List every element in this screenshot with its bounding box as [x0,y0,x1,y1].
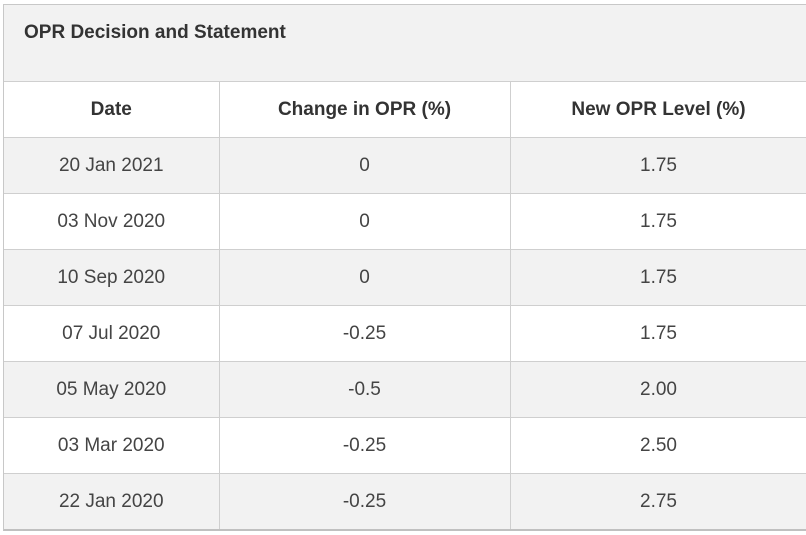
cell-change: 0 [219,249,511,306]
cell-date: 03 Nov 2020 [4,193,220,250]
table-row: 20 Jan 2021 0 1.75 [4,137,806,194]
opr-table-container: OPR Decision and Statement Date Change i… [3,4,806,531]
table-row: 03 Nov 2020 0 1.75 [4,193,806,250]
cell-change: -0.5 [219,361,511,418]
cell-change: 0 [219,137,511,194]
opr-table: Date Change in OPR (%) New OPR Level (%)… [4,82,806,529]
cell-change: -0.25 [219,305,511,362]
header-change-in-opr: Change in OPR (%) [219,82,511,138]
table-caption: OPR Decision and Statement [4,5,806,82]
cell-date: 07 Jul 2020 [4,305,220,362]
header-date: Date [4,82,220,138]
table-row: 05 May 2020 -0.5 2.00 [4,361,806,418]
cell-change: -0.25 [219,473,511,529]
header-new-opr-level: New OPR Level (%) [510,82,806,138]
table-row: 22 Jan 2020 -0.25 2.75 [4,473,806,529]
cell-change: -0.25 [219,417,511,474]
cell-level: 2.00 [510,361,806,418]
cell-level: 1.75 [510,249,806,306]
cell-date: 05 May 2020 [4,361,220,418]
table-row: 07 Jul 2020 -0.25 1.75 [4,305,806,362]
cell-level: 2.75 [510,473,806,529]
cell-change: 0 [219,193,511,250]
header-row: Date Change in OPR (%) New OPR Level (%) [4,82,806,138]
cell-level: 2.50 [510,417,806,474]
cell-date: 03 Mar 2020 [4,417,220,474]
cell-date: 10 Sep 2020 [4,249,220,306]
cell-date: 22 Jan 2020 [4,473,220,529]
cell-level: 1.75 [510,193,806,250]
table-row: 03 Mar 2020 -0.25 2.50 [4,417,806,474]
cell-level: 1.75 [510,305,806,362]
cell-date: 20 Jan 2021 [4,137,220,194]
table-row: 10 Sep 2020 0 1.75 [4,249,806,306]
cell-level: 1.75 [510,137,806,194]
